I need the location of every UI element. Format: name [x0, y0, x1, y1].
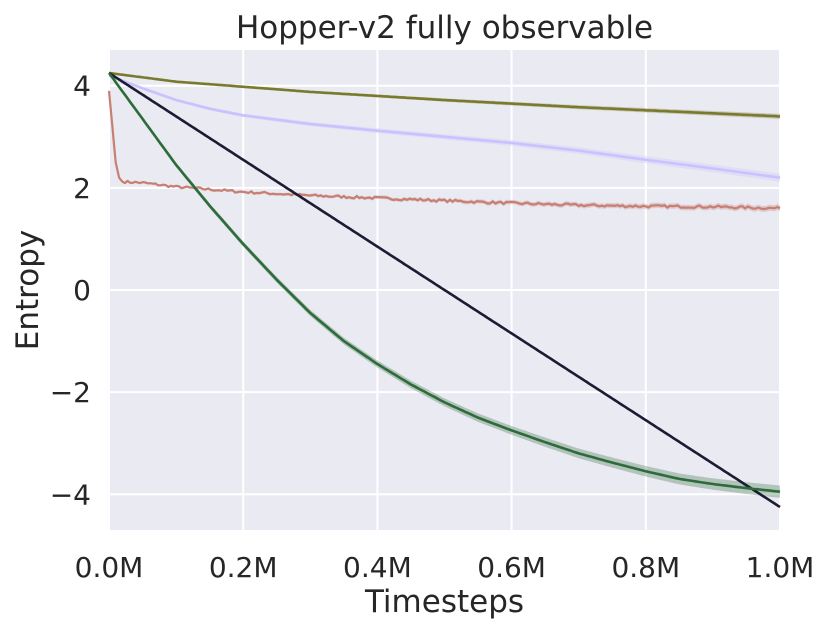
x-tick-label: 0.6M [477, 551, 546, 584]
x-axis-label: Timesteps [364, 584, 524, 620]
x-tick-label: 0.2M [209, 551, 278, 584]
y-tick-label: 0 [73, 274, 91, 307]
x-tick-label: 1.0M [746, 551, 815, 584]
series-line-3 [108, 71, 781, 509]
y-tick-label: −4 [50, 478, 91, 511]
y-tick-label: −2 [50, 376, 91, 409]
x-tick-label: 0.8M [611, 551, 680, 584]
series-band-0 [109, 72, 780, 119]
y-tick-label: 2 [73, 172, 91, 205]
x-tick-label: 0.0M [75, 551, 144, 584]
x-tick-labels: 0.0M 0.2M 0.4M 0.6M 0.8M 1.0M [75, 551, 815, 584]
y-tick-label: 4 [73, 70, 91, 103]
x-tick-label: 0.4M [343, 551, 412, 584]
series-line-1 [108, 74, 781, 179]
series-line-4 [107, 72, 781, 493]
series-lines [107, 71, 781, 509]
y-tick-labels: 4 2 0 −2 −4 [50, 70, 91, 512]
series-line-0 [108, 71, 781, 118]
series-line-2 [107, 90, 781, 211]
chart-title: Hopper-v2 fully observable [236, 10, 653, 46]
y-axis-label: Entropy [10, 230, 46, 350]
